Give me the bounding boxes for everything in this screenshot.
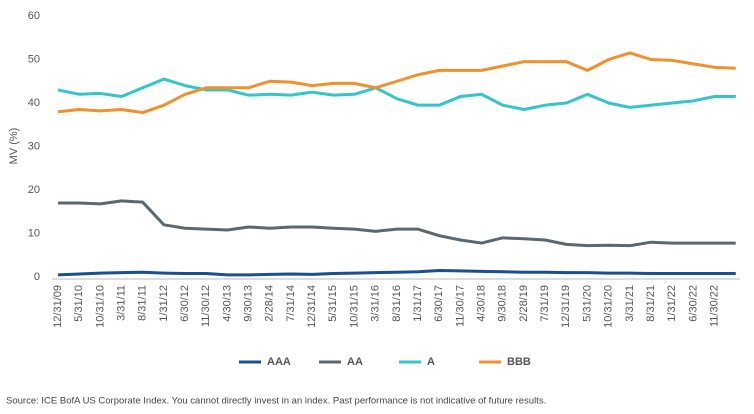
x-tick-label: 3/31/11	[115, 285, 127, 321]
y-tick-label: 60	[28, 10, 40, 22]
x-tick-label: 3/31/21	[624, 285, 636, 322]
legend-label: A	[427, 356, 435, 368]
legend-label: AAA	[267, 356, 291, 368]
y-tick-label: 20	[28, 184, 40, 196]
x-tick-label: 11/30/17	[454, 285, 466, 327]
x-tick-label: 1/31/17	[412, 285, 424, 322]
x-tick-label: 8/31/21	[645, 285, 657, 322]
x-tick-label: 9/30/18	[497, 285, 509, 322]
x-tick-label: 2/28/19	[518, 285, 530, 322]
x-tick-label: 6/30/12	[179, 285, 191, 322]
x-tick-label: 4/30/18	[476, 285, 488, 322]
source-note: Source: ICE BofA US Corporate Index. You…	[6, 396, 546, 407]
series-line	[58, 199, 736, 248]
x-tick-label: 5/31/10	[73, 285, 85, 322]
x-tick-label: 6/30/17	[433, 285, 445, 322]
legend-label: BBB	[507, 356, 531, 368]
series-line	[57, 51, 736, 115]
series-line	[57, 77, 736, 112]
x-tick-label: 12/31/14	[306, 285, 318, 328]
x-tick-label: 10/31/15	[348, 285, 360, 328]
x-tick-label: 8/31/16	[391, 285, 403, 322]
y-tick-label: 30	[28, 140, 40, 152]
legend-label: AA	[347, 356, 363, 368]
y-tick-label: 0	[34, 271, 40, 283]
x-tick-label: 8/31/11	[137, 285, 149, 321]
x-tick-label: 5/31/20	[581, 285, 593, 322]
x-tick-label: 11/30/22	[708, 285, 720, 327]
x-tick-label: 7/31/19	[539, 285, 551, 322]
x-tick-label: 5/31/15	[327, 285, 339, 322]
x-tick-label: 10/31/20	[603, 285, 615, 328]
y-axis-label: MV (%)	[8, 128, 20, 165]
y-tick-label: 40	[28, 97, 40, 109]
y-tick-label: 50	[28, 53, 40, 65]
x-tick-label: 2/28/14	[264, 285, 276, 322]
x-tick-label: 12/31/09	[52, 285, 64, 328]
series-line	[57, 268, 736, 277]
x-tick-label: 7/31/14	[285, 285, 297, 322]
x-tick-label: 6/30/22	[687, 285, 699, 322]
x-tick-label: 9/30/13	[243, 285, 255, 322]
y-tick-label: 10	[28, 227, 40, 239]
x-tick-label: 11/30/12	[200, 285, 212, 327]
x-tick-label: 10/31/10	[94, 285, 106, 328]
x-tick-label: 4/30/13	[221, 285, 233, 322]
x-tick-label: 3/31/16	[370, 285, 382, 322]
x-tick-label: 1/31/12	[158, 285, 170, 322]
x-tick-label: 1/31/22	[666, 285, 678, 322]
x-tick-label: 12/31/19	[560, 285, 572, 328]
